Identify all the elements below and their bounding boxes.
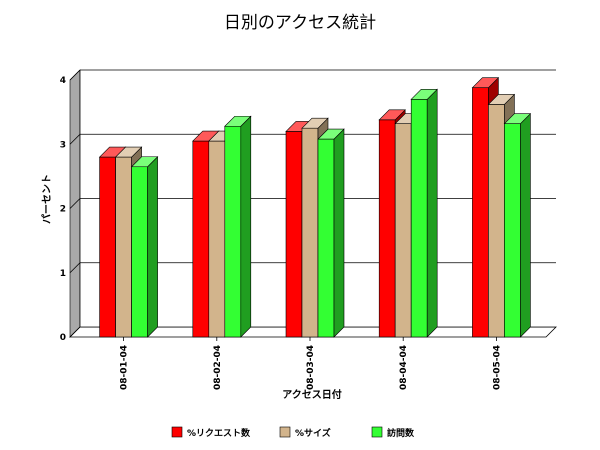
y-tick-label: 0 <box>60 333 66 343</box>
bar-top <box>317 128 345 140</box>
x-axis-label: アクセス日付 <box>282 388 342 401</box>
gridline-side <box>69 69 81 81</box>
bar <box>317 128 345 338</box>
bar-front <box>131 166 148 338</box>
bar-side <box>520 112 531 338</box>
legend: %リクエスト数 %サイズ 訪問数 <box>171 426 415 439</box>
gridline-side <box>69 262 81 274</box>
bar-top <box>471 77 500 89</box>
y-tick-label: 3 <box>60 140 66 150</box>
legend-swatch <box>279 426 291 438</box>
plot-area: 0 1 2 3 4 08-01-04 08-02-04 08-03-04 08-04-04 08-… <box>60 69 557 390</box>
legend-item: 訪問数 <box>371 426 415 439</box>
x-tick-label: 08-03-04 <box>306 345 316 390</box>
bar-front <box>317 138 335 338</box>
bar-top <box>487 94 516 105</box>
y-axis-label: パーセント <box>41 174 53 224</box>
bar <box>503 112 532 338</box>
bar-front <box>488 104 505 338</box>
bar-side <box>333 128 345 338</box>
bar-front <box>192 140 210 338</box>
bar <box>410 88 438 338</box>
bar-front <box>285 131 303 338</box>
bar-front <box>378 119 396 338</box>
bar-front <box>224 125 242 338</box>
gridline-side <box>69 133 81 145</box>
bar-top <box>224 115 252 127</box>
bar-front <box>394 123 412 338</box>
bar-front <box>472 87 489 338</box>
legend-item: %サイズ <box>279 426 331 439</box>
bar-front <box>208 140 226 338</box>
legend-item: %リクエスト数 <box>171 426 251 439</box>
x-tick-label: 08-02-04 <box>213 345 223 390</box>
bar-front <box>301 127 319 338</box>
bar-front <box>410 98 428 338</box>
legend-swatch <box>171 426 183 438</box>
legend-label: %サイズ <box>295 427 331 439</box>
bar-top <box>301 117 329 129</box>
x-tick-label: 08-05-04 <box>492 345 502 390</box>
x-tick-label: 08-01-04 <box>120 345 130 390</box>
bar-front <box>99 156 116 338</box>
legend-swatch <box>371 426 383 438</box>
bar-top <box>130 156 159 168</box>
x-tick-label: 08-04-04 <box>399 345 409 390</box>
legend-label: 訪問数 <box>387 427 415 439</box>
chart-title: 日別のアクセス統計 <box>224 13 376 33</box>
bar-top <box>410 88 438 100</box>
bar-front <box>504 123 521 338</box>
bar-side <box>426 88 438 338</box>
bar-top <box>114 146 143 158</box>
gridline-side <box>69 198 81 209</box>
y-tick-label: 2 <box>60 205 66 215</box>
bar-front <box>115 156 132 338</box>
legend-label: %リクエスト数 <box>187 427 251 439</box>
y-tick-label: 1 <box>60 269 66 279</box>
bar-top <box>378 109 406 121</box>
y-tick-label: 4 <box>60 76 66 86</box>
gridline-side <box>69 326 81 338</box>
bar <box>130 156 159 338</box>
bar-top <box>503 113 532 124</box>
bar-side <box>147 156 158 338</box>
bar <box>224 115 252 338</box>
bar-side <box>240 115 252 338</box>
